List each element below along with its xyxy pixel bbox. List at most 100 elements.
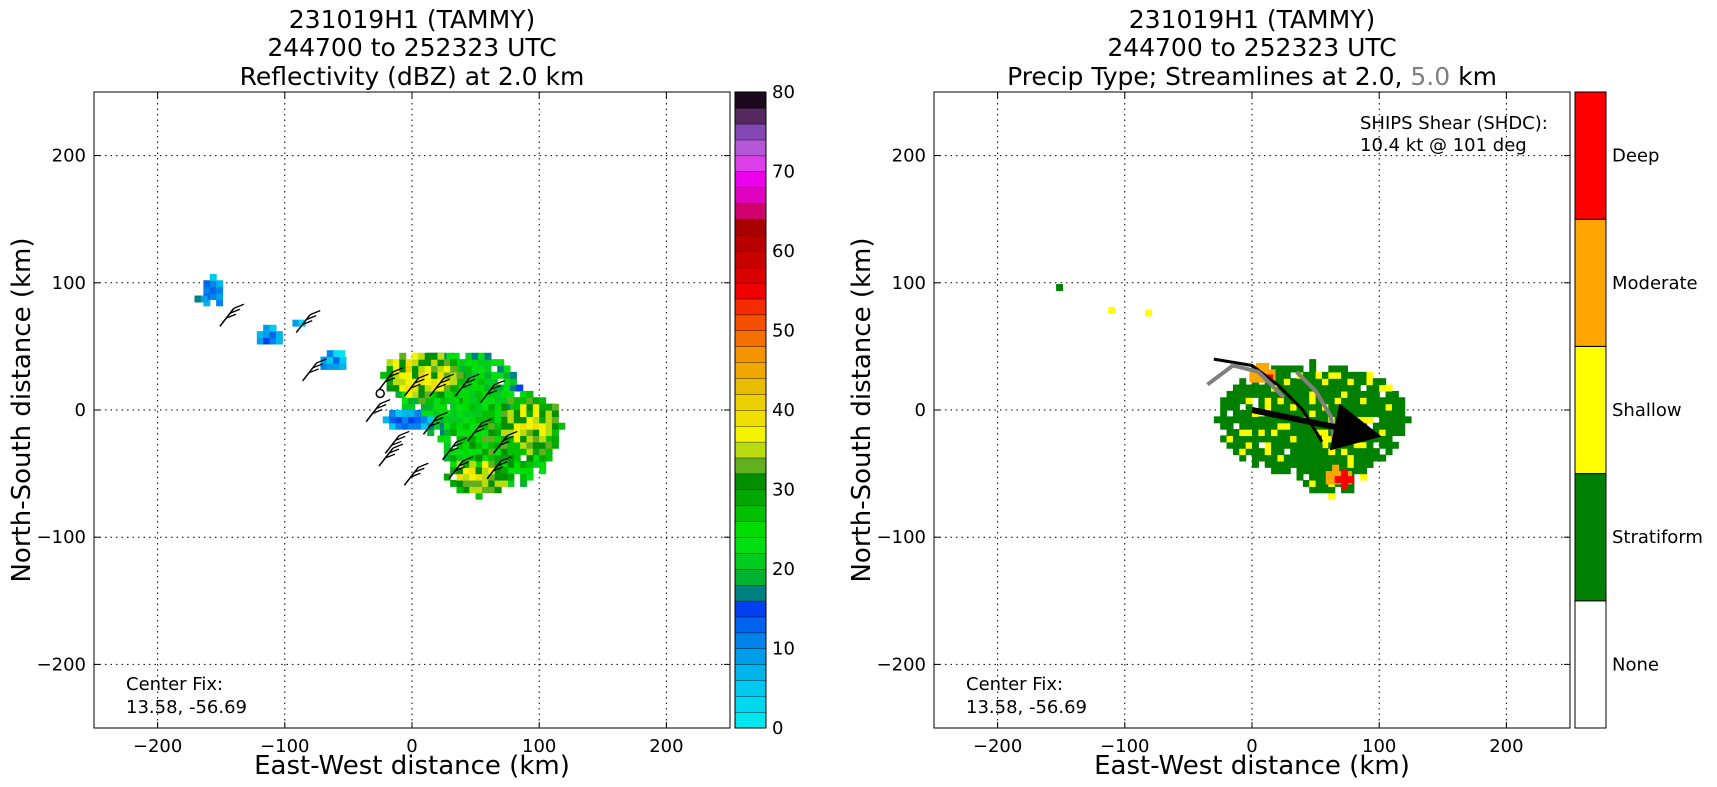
echo-cell: [1302, 435, 1310, 443]
echo-cell: [1283, 397, 1291, 405]
echo-cell: [443, 448, 451, 456]
echo-cell: [437, 352, 445, 360]
echo-cell: [1328, 397, 1336, 405]
echo-cell: [392, 371, 400, 379]
echo-cell: [1232, 448, 1240, 456]
echo-cell: [450, 454, 458, 462]
echo-cell: [209, 286, 217, 294]
echo-cell: [424, 359, 432, 367]
echo-cell: [1366, 429, 1374, 437]
wind-barb-4: [403, 373, 429, 397]
echo-cell: [1347, 454, 1355, 462]
echo-cell: [412, 384, 419, 392]
echo-cell: [1328, 486, 1336, 494]
echo-cell: [408, 410, 416, 417]
echo-cell: [1296, 460, 1304, 468]
echo-cell: [1353, 378, 1361, 386]
echo-cell: [1302, 422, 1310, 430]
echo-cell: [1398, 397, 1406, 405]
echo-cell: [456, 410, 464, 417]
echo-cell: [469, 410, 477, 417]
echo-cell: [431, 359, 439, 367]
colorbar-cat-label-2: Shallow: [1612, 400, 1682, 421]
echo-cell: [558, 422, 566, 430]
echo-cell: [389, 410, 397, 417]
echo-cell: [401, 416, 409, 424]
echo-cell: [1245, 448, 1253, 456]
echo-cell: [526, 448, 534, 456]
echo-cell: [475, 390, 483, 398]
echo-cell: [1398, 403, 1406, 411]
colorbar-cat-2: [1574, 345, 1607, 475]
echo-cell: [433, 410, 441, 417]
echo-cell: [1255, 362, 1263, 370]
colorbar-cat-label-3: Moderate: [1612, 273, 1698, 294]
precip-type-panel: 231019H1 (TAMMY) 244700 to 252323 UTC Pr…: [847, 5, 1703, 781]
right-xlabel: East-West distance (km): [1094, 751, 1410, 781]
echo-cell: [1296, 397, 1304, 405]
colorbar-bin-10: [734, 552, 767, 570]
echo-cell: [450, 479, 458, 487]
echo-cell: [1309, 454, 1317, 462]
echo-cell: [1334, 416, 1342, 424]
echo-cell: [1296, 454, 1304, 462]
echo-cell: [456, 486, 464, 494]
echo-cell: [488, 473, 496, 481]
echo-cell: [507, 479, 515, 487]
echo-cell: [532, 448, 540, 456]
echo-cell: [326, 350, 334, 358]
echo-cell: [1239, 422, 1247, 430]
echo-cell: [539, 429, 547, 437]
echo-cell: [1385, 397, 1393, 405]
echo-cell: [443, 371, 451, 379]
echo-cell: [1290, 422, 1298, 430]
echo-cell: [551, 410, 559, 417]
echo-cell: [1385, 435, 1393, 443]
echo-cell: [1341, 460, 1348, 468]
y-tick-label-2: 0: [915, 400, 926, 421]
echo-cell: [459, 378, 467, 386]
colorbar-bin-8: [734, 584, 767, 602]
reflectivity-panel: 231019H1 (TAMMY) 244700 to 252323 UTC Re…: [7, 5, 795, 781]
echo-region-5: [1334, 469, 1355, 490]
echo-cell: [1296, 429, 1304, 437]
echo-cell: [1315, 378, 1323, 386]
echo-cell: [1315, 467, 1323, 475]
echo-cell: [1249, 369, 1257, 377]
right-streamlines: [1206, 357, 1382, 451]
echo-cell: [465, 384, 473, 392]
echo-cell: [526, 410, 534, 417]
echo-cell: [475, 460, 483, 468]
echo-cell: [532, 460, 540, 468]
echo-cell: [475, 492, 483, 500]
streamline-1: [1206, 363, 1286, 399]
echo-cell: [443, 454, 451, 462]
echo-cell: [1264, 448, 1272, 456]
colorbar-bin-29: [734, 250, 767, 268]
echo-cell: [1283, 403, 1291, 411]
echo-cell: [1321, 429, 1329, 437]
echo-cell: [1341, 482, 1348, 490]
echo-cell: [1385, 441, 1393, 449]
colorbar-label-3: 30: [772, 480, 795, 501]
echo-cell: [1341, 435, 1348, 443]
echo-cell: [1385, 422, 1393, 430]
echo-cell: [1315, 397, 1323, 405]
right-title-line3-a: Precip Type; Streamlines at 2.0,: [1007, 62, 1410, 91]
colorbar-bin-22: [734, 362, 767, 379]
echo-cell: [1239, 429, 1247, 437]
echo-cell: [1302, 460, 1310, 468]
echo-cell: [1347, 486, 1355, 494]
echo-cell: [1372, 454, 1380, 462]
echo-cell: [408, 403, 416, 411]
echo-cell: [1232, 441, 1240, 449]
echo-cell: [1264, 416, 1272, 424]
echo-cell: [520, 429, 528, 437]
echo-cell: [1232, 416, 1240, 424]
echo-cell: [1366, 435, 1374, 443]
echo-cell: [200, 295, 208, 303]
echo-cell: [1341, 410, 1348, 417]
echo-cell: [1252, 429, 1259, 437]
echo-cell: [520, 397, 528, 405]
